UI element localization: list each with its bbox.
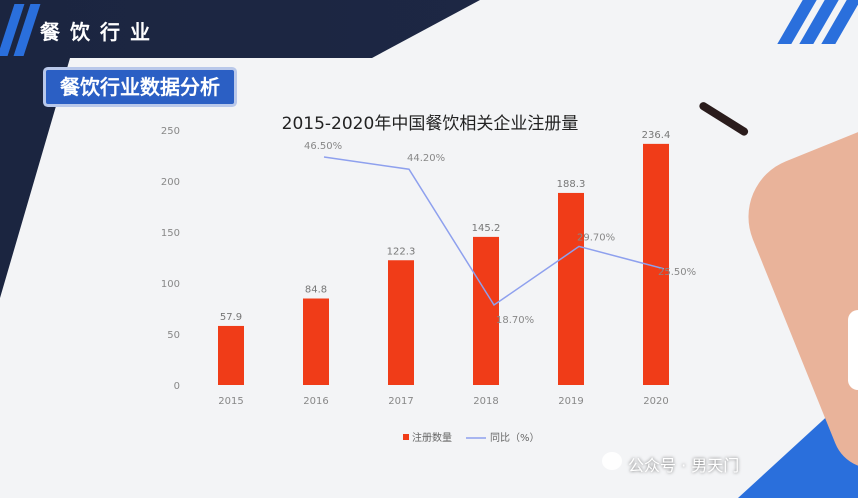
wechat-icon <box>602 452 622 470</box>
y-tick-label: 150 <box>161 228 180 239</box>
bar-value-label: 122.3 <box>387 246 416 257</box>
presenter-sleeve <box>848 310 858 390</box>
legend-bar-label: 注册数量 <box>412 431 452 444</box>
x-tick-label: 2017 <box>388 396 413 407</box>
x-tick-label: 2016 <box>303 396 328 407</box>
line-value-label: 46.50% <box>304 141 342 152</box>
y-tick-label: 50 <box>167 330 180 341</box>
chart-title: 2015-2020年中国餐饮相关企业注册量 <box>282 114 579 134</box>
y-tick-label: 100 <box>161 279 180 290</box>
bar-value-label: 236.4 <box>642 130 671 141</box>
x-tick-label: 2020 <box>643 396 668 407</box>
line-value-label: 25.50% <box>658 267 696 278</box>
y-tick-label: 250 <box>161 126 180 137</box>
legend-bar-swatch <box>403 434 409 440</box>
line-value-label: 44.20% <box>407 153 445 164</box>
bar-value-label: 145.2 <box>472 223 501 234</box>
bar-value-label: 57.9 <box>220 312 242 323</box>
bar <box>473 236 499 385</box>
bar <box>218 325 244 385</box>
x-tick-label: 2018 <box>473 396 498 407</box>
header-title: 餐饮行业 <box>40 20 160 44</box>
x-tick-label: 2019 <box>558 396 583 407</box>
bar <box>388 260 414 385</box>
section-title: 餐饮行业数据分析 <box>46 70 234 104</box>
bar-value-label: 188.3 <box>557 179 586 190</box>
y-tick-label: 200 <box>161 177 180 188</box>
y-tick-label: 0 <box>174 381 180 392</box>
line-value-label: 18.70% <box>496 315 534 326</box>
legend-line-label: 同比（%） <box>490 432 540 444</box>
watermark: 公众号 · 男天门 <box>602 452 740 476</box>
x-tick-label: 2015 <box>218 396 243 407</box>
line-series-path <box>323 156 665 307</box>
line-value-label: 29.70% <box>577 232 615 243</box>
bar <box>303 298 329 385</box>
bar <box>558 192 584 385</box>
bar-value-label: 84.8 <box>305 285 327 296</box>
legend: 注册数量 同比（%） <box>403 431 540 444</box>
watermark-text: 公众号 · 男天门 <box>628 456 740 475</box>
